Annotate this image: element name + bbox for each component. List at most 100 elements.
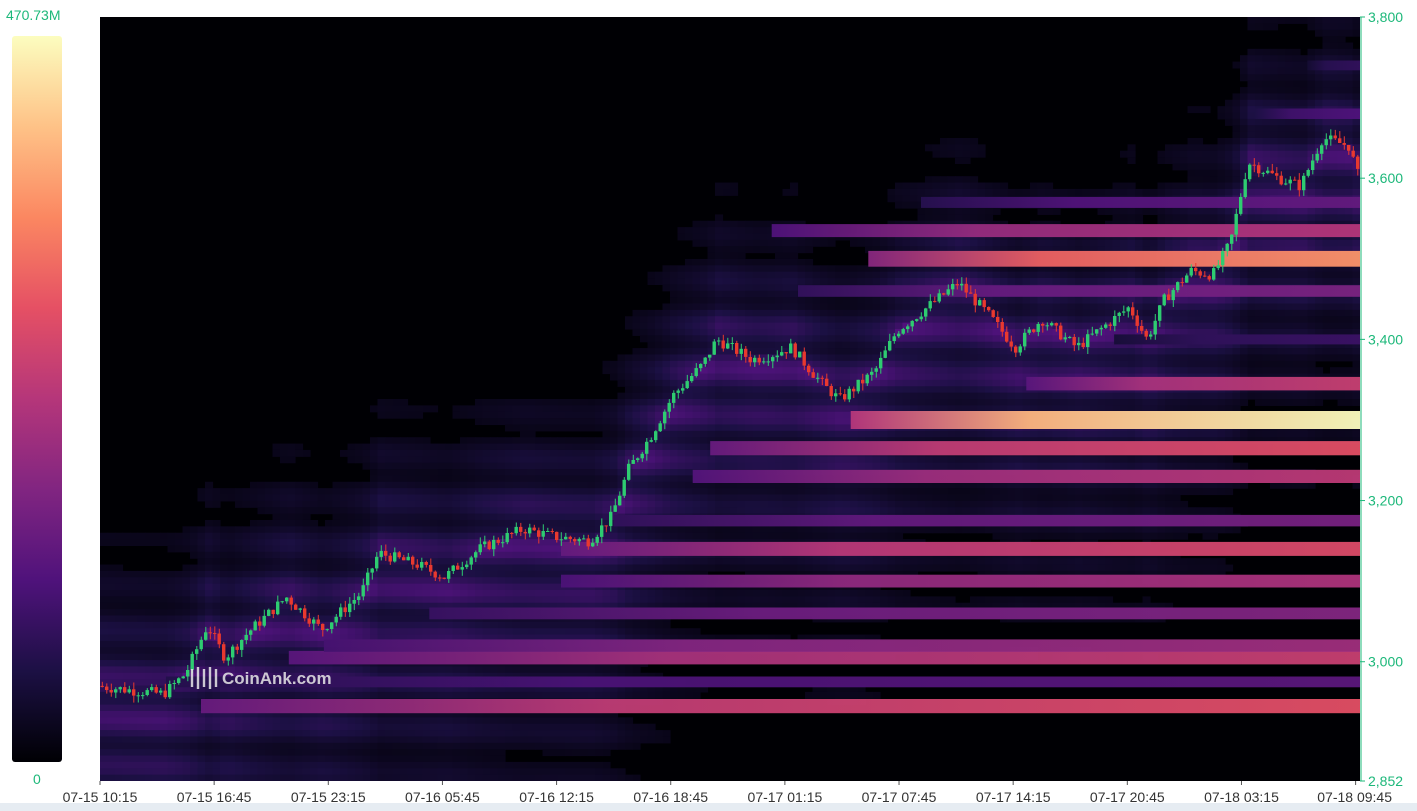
heatmap-cell [115,755,124,763]
heatmap-cell [347,577,356,585]
heatmap-cell [542,691,551,699]
heatmap-cell [745,322,754,330]
heatmap-cell [257,570,266,578]
heatmap-cell [250,596,259,604]
heatmap-cell [715,354,724,362]
heatmap-cell [175,539,184,547]
heatmap-cell [272,723,281,731]
heatmap-cell [790,494,799,502]
heatmap-cell [197,768,206,776]
heatmap-cell [317,532,326,540]
heatmap-cell [332,526,341,534]
heatmap-cell [400,558,409,566]
heatmap-cell [587,411,596,419]
heatmap-cell [557,730,566,738]
heatmap-cell [587,672,596,680]
heatmap-cell [362,519,371,527]
heatmap-cell [497,634,506,642]
heatmap-cell [797,418,806,426]
heatmap-cell [265,730,274,738]
heatmap-cell [400,583,409,591]
heatmap-cell [557,621,566,629]
heatmap-cell [302,449,311,457]
heatmap-cell [670,424,679,432]
heatmap-cell [647,405,656,413]
heatmap-cell [355,443,364,451]
heatmap-cell [197,602,206,610]
heatmap-cell [707,456,716,464]
heatmap-cell [527,551,536,559]
heatmap-cell [767,316,776,324]
heatmap-cell [100,736,109,744]
heatmap-cell [707,278,716,285]
heatmap-cell [452,742,461,750]
heatmap-cell [482,742,491,750]
heatmap-cell [355,583,364,591]
heatmap-cell [325,551,334,559]
heatmap-cell [670,558,679,566]
heatmap-cell [760,373,769,381]
heatmap-cell [160,621,169,629]
heatmap-cell [520,494,529,502]
heatmap-cell [385,513,394,521]
heatmap-cell [512,424,521,432]
heatmap-cell [235,539,244,547]
heatmap-cell [400,449,409,457]
heatmap-cell [595,742,604,750]
heatmap-cell [692,462,701,470]
heatmap-cell [212,488,221,496]
heatmap-cell [497,564,506,572]
heatmap-cell [295,500,304,508]
heatmap-cell [557,475,566,483]
heatmap-cell [610,481,619,489]
heatmap-cell [250,532,259,540]
heatmap-cell [782,532,791,540]
heatmap-cell [550,558,559,566]
heatmap-cell [580,418,589,426]
heatmap-cell [797,303,806,311]
heatmap-cell [745,227,754,235]
heatmap-cell [100,660,109,667]
heatmap-cell [190,717,199,725]
heatmap-cell [535,475,544,483]
heatmap-cell [587,424,596,432]
heatmap-cell [610,602,619,610]
heatmap-cell [152,634,161,642]
heatmap-cell [715,564,724,572]
heatmap-cell [392,602,401,610]
heatmap-cell [242,590,251,597]
heatmap-cell [752,481,761,489]
heatmap-cell [137,749,146,757]
heatmap-cell [407,672,416,680]
heatmap-cell [400,749,409,757]
heatmap-cell [625,634,634,642]
heatmap-cell [407,411,416,419]
heatmap-cell [767,590,776,597]
heatmap-cell [520,723,529,731]
heatmap-cell [505,519,514,527]
heatmap-cell [302,723,311,731]
heatmap-cell [760,564,769,572]
heatmap-cell [797,481,806,489]
heatmap-cell [107,679,116,687]
heatmap-cell [557,405,566,413]
heatmap-cell [422,577,431,585]
heatmap-cell [715,322,724,330]
heatmap-cell [340,761,349,769]
heatmap-cell [220,570,229,578]
heatmap-cell [715,309,724,317]
heatmap-cell [745,220,754,228]
heatmap-cell [437,755,446,763]
heatmap-cell [160,539,169,547]
heatmap-cell [182,723,191,731]
heatmap-cell [310,494,319,502]
heatmap-cell [782,564,791,572]
heatmap-cell [122,609,131,617]
heatmap-cell [190,774,199,781]
heatmap-cell [542,590,551,597]
heatmap-cell [610,685,619,693]
heatmap-cell [190,539,199,547]
heatmap-cell [235,596,244,604]
heatmap-cell [602,494,611,502]
heatmap-cell [782,526,791,534]
